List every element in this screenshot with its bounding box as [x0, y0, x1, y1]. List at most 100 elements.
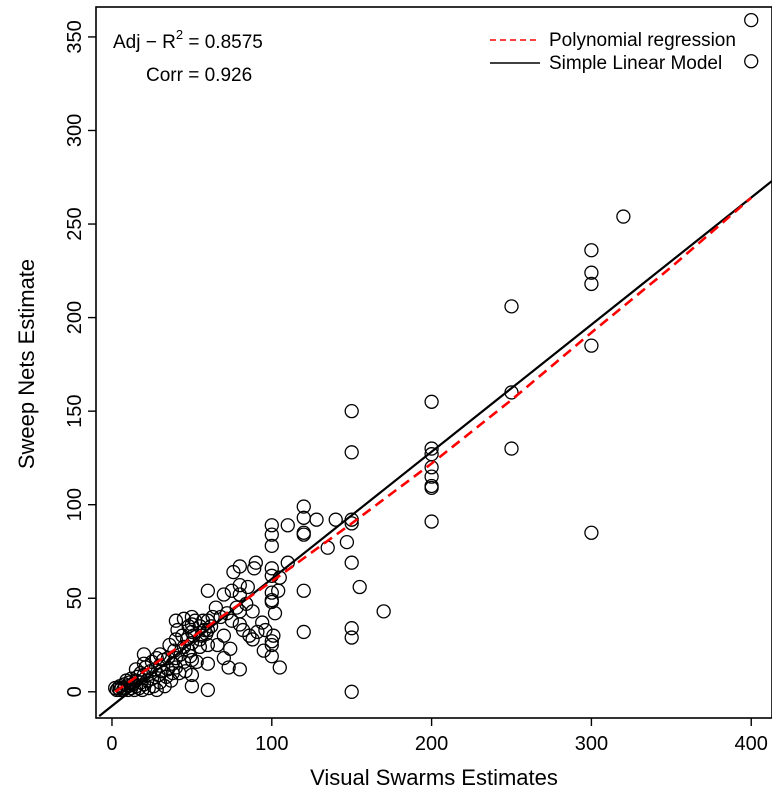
- x-axis-label: Visual Swarms Estimates: [310, 765, 558, 790]
- legend-label-linear: Simple Linear Model: [549, 53, 722, 74]
- data-point: [584, 525, 599, 540]
- y-tick-label: 200: [64, 301, 86, 334]
- y-axis: 0 50 100 150 200 250 300 350: [64, 20, 96, 697]
- data-point: [229, 600, 244, 615]
- data-point: [309, 512, 324, 527]
- x-tick-label: 300: [575, 733, 608, 755]
- data-point: [296, 499, 311, 514]
- data-point: [149, 682, 164, 698]
- data-point: [328, 512, 343, 527]
- linear-model-line: [98, 180, 772, 717]
- data-point: [264, 649, 279, 664]
- data-point: [245, 632, 260, 647]
- data-point: [242, 628, 257, 643]
- data-point: [189, 654, 204, 670]
- adj-r2-value: = 0.8575: [183, 32, 263, 53]
- data-point: [232, 559, 247, 574]
- data-point: [163, 673, 179, 688]
- data-point: [424, 514, 439, 529]
- data-point: [584, 243, 599, 258]
- data-point: [149, 650, 164, 666]
- data-point: [344, 630, 359, 645]
- data-point: [504, 441, 519, 456]
- y-tick-label: 250: [64, 207, 86, 240]
- data-point: [744, 54, 759, 69]
- data-point: [267, 606, 283, 621]
- x-axis: 0 100 200 300 400: [106, 718, 768, 755]
- legend: Polynomial regression Simple Linear Mode…: [490, 30, 736, 74]
- data-point: [176, 611, 192, 626]
- data-point: [264, 637, 279, 653]
- data-point: [264, 527, 279, 542]
- data-point: [296, 583, 311, 598]
- y-tick-label: 150: [64, 394, 86, 427]
- data-point: [264, 634, 279, 649]
- data-point: [247, 561, 262, 576]
- data-point: [264, 518, 279, 533]
- data-point: [250, 624, 265, 640]
- corr-annotation: Corr = 0.926: [146, 65, 252, 86]
- data-point: [344, 555, 359, 570]
- data-point: [128, 662, 144, 677]
- data-point: [195, 613, 211, 628]
- data-point: [224, 583, 239, 598]
- data-point: [744, 12, 759, 28]
- data-point: [168, 613, 184, 628]
- data-point: [616, 209, 631, 224]
- legend-label-polynomial: Polynomial regression: [549, 30, 736, 51]
- data-point: [344, 403, 359, 419]
- data-point: [264, 561, 279, 576]
- data-point: [245, 604, 260, 619]
- data-point: [424, 441, 439, 456]
- data-point: [256, 643, 271, 658]
- data-point: [221, 660, 236, 675]
- data-point: [280, 518, 295, 533]
- regression-lines: [98, 180, 772, 717]
- data-point: [200, 637, 216, 653]
- x-tick-label: 0: [106, 733, 117, 755]
- data-point: [223, 641, 238, 656]
- data-point: [131, 680, 147, 696]
- data-point: [339, 534, 355, 550]
- data-point: [200, 583, 216, 598]
- data-point: [258, 622, 273, 638]
- data-points: [108, 12, 759, 699]
- data-point: [255, 615, 270, 630]
- data-point: [584, 265, 599, 280]
- data-point: [424, 394, 439, 409]
- plot-frame: [95, 6, 772, 719]
- data-point: [424, 480, 439, 496]
- data-point: [210, 637, 225, 653]
- data-point: [352, 579, 367, 595]
- data-point: [184, 667, 200, 683]
- y-tick-label: 50: [64, 587, 86, 609]
- data-point: [296, 527, 311, 542]
- data-point: [232, 587, 247, 602]
- data-point: [264, 594, 279, 610]
- data-point: [266, 628, 281, 643]
- data-point: [504, 299, 519, 314]
- data-point: [192, 639, 208, 655]
- data-point: [136, 647, 152, 662]
- data-point: [168, 650, 184, 666]
- adj-r2-annotation: Adj − R2 = 0.8575: [113, 27, 263, 53]
- data-point: [216, 628, 231, 643]
- data-point: [344, 516, 359, 531]
- y-tick-label: 350: [64, 20, 86, 53]
- data-point: [216, 587, 231, 602]
- y-axis-label: Sweep Nets Estimate: [14, 259, 39, 469]
- x-tick-label: 200: [415, 733, 448, 755]
- data-point: [584, 276, 599, 292]
- data-point: [184, 679, 200, 694]
- y-tick-label: 100: [64, 488, 86, 521]
- adj-r2-superscript: 2: [176, 27, 183, 42]
- data-point: [376, 604, 391, 619]
- data-point: [240, 579, 255, 595]
- x-tick-label: 100: [255, 733, 288, 755]
- data-point: [296, 624, 311, 640]
- data-point: [272, 660, 287, 675]
- data-point: [208, 600, 224, 615]
- data-point: [584, 338, 599, 353]
- data-point: [424, 469, 439, 484]
